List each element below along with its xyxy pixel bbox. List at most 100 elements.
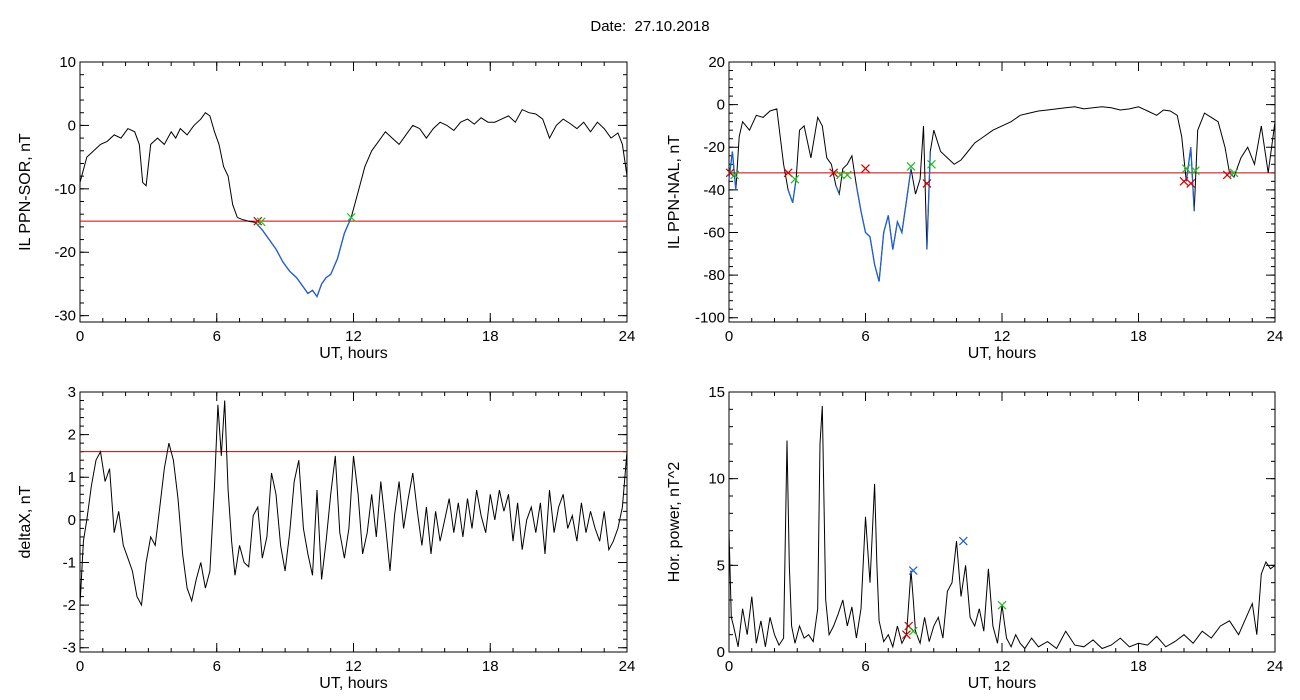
y-tick-label: -80 — [703, 267, 725, 284]
y-tick-label: -30 — [54, 308, 76, 325]
cross-marker — [842, 170, 852, 180]
date-title: Date: 27.10.2018 — [590, 18, 710, 35]
cross-marker-stroke — [842, 170, 852, 180]
chart-panel-il-ppn-nal: 0 6 12 18 24 -100 -80 -60 -40 -20 0 20 UT, hours IL P… — [666, 54, 1283, 362]
data-line — [79, 400, 628, 607]
y-tick-label: 3 — [68, 384, 76, 401]
plot-frame — [728, 391, 1276, 653]
cross-marker — [829, 168, 839, 178]
cross-marker — [1222, 170, 1232, 180]
y-tick-label: 0 — [68, 512, 76, 529]
cross-marker-stroke — [829, 168, 839, 178]
y-tick-label: -10 — [54, 181, 76, 198]
x-tick-label: 18 — [1130, 658, 1147, 675]
x-tick-label: 24 — [1267, 328, 1284, 345]
cross-marker — [1186, 179, 1196, 188]
cross-marker — [790, 174, 800, 184]
cross-marker-stroke — [922, 179, 932, 188]
y-tick-label: -60 — [703, 224, 725, 241]
cross-marker-stroke — [725, 168, 735, 178]
y-tick-label: -2 — [63, 597, 76, 614]
cross-marker — [1190, 166, 1200, 176]
cross-marker — [836, 170, 845, 180]
x-tick-label: 0 — [76, 658, 84, 675]
cross-marker-stroke — [836, 170, 845, 180]
y-tick-label: 15 — [708, 384, 725, 401]
x-axis-label: UT, hours — [968, 345, 1036, 362]
y-axis-label: deltaX, nT — [17, 485, 34, 558]
cross-marker — [730, 170, 740, 180]
y-tick-label: 0 — [717, 97, 725, 114]
highlighted-segment — [926, 151, 931, 250]
y-tick-label: 20 — [708, 54, 725, 71]
y-tick-label: 10 — [708, 471, 725, 488]
cross-marker-stroke — [906, 162, 916, 171]
highlighted-segment — [1185, 147, 1195, 212]
cross-marker — [346, 212, 356, 222]
cross-marker — [922, 179, 932, 188]
x-tick-label: 24 — [1267, 658, 1284, 675]
highlighted-segment — [787, 179, 797, 203]
y-tick-label: -40 — [703, 182, 725, 199]
chart-panel-hor-power: 0 6 12 18 24 0 5 10 15 UT, hours Hor. power, nT^2 — [666, 384, 1283, 692]
cross-marker-stroke — [783, 168, 793, 178]
cross-marker-stroke — [1179, 176, 1189, 186]
cross-marker-stroke — [908, 626, 918, 636]
x-tick-label: 18 — [482, 658, 499, 675]
x-tick-label: 6 — [861, 328, 869, 345]
x-tick-label: 6 — [213, 658, 221, 675]
highlighted-segment — [728, 151, 737, 190]
cross-marker — [1179, 176, 1189, 186]
cross-marker-stroke — [997, 600, 1007, 610]
x-axis-label: UT, hours — [319, 675, 387, 692]
y-tick-label: -20 — [703, 139, 725, 156]
x-tick-label: 12 — [345, 658, 362, 675]
cross-marker-stroke — [256, 217, 266, 227]
x-tick-label: 18 — [1130, 328, 1147, 345]
cross-marker-stroke — [861, 164, 870, 173]
cross-marker-stroke — [1186, 179, 1196, 188]
x-tick-label: 0 — [725, 658, 733, 675]
cross-marker-stroke — [730, 170, 740, 180]
x-axis-label: UT, hours — [968, 675, 1036, 692]
x-tick-label: 6 — [861, 658, 869, 675]
cross-marker-stroke — [790, 174, 800, 184]
cross-marker-stroke — [908, 566, 918, 575]
cross-marker-stroke — [904, 621, 914, 631]
cross-marker — [1181, 164, 1191, 173]
cross-marker-stroke — [902, 630, 911, 640]
cross-marker — [908, 566, 918, 575]
highlighted-segment — [255, 217, 352, 298]
cross-marker-stroke — [927, 159, 936, 169]
cross-marker-stroke — [958, 536, 968, 546]
y-tick-label: 0 — [68, 117, 76, 134]
x-tick-label: 12 — [345, 328, 362, 345]
cross-marker-stroke — [1229, 168, 1239, 178]
y-tick-label: -1 — [63, 554, 76, 571]
cross-marker — [927, 159, 936, 169]
cross-marker — [902, 630, 911, 640]
cross-marker — [908, 626, 918, 636]
cross-marker-stroke — [253, 216, 263, 226]
y-tick-label: 2 — [68, 427, 76, 444]
x-tick-label: 24 — [619, 658, 636, 675]
highlighted-segment — [855, 168, 912, 282]
y-tick-label: 5 — [717, 557, 725, 574]
plot-frame — [79, 391, 628, 653]
y-axis-label: Hor. power, nT^2 — [666, 462, 683, 583]
x-tick-label: 0 — [725, 328, 733, 345]
x-tick-label: 18 — [482, 328, 499, 345]
y-tick-label: -20 — [54, 244, 76, 261]
y-axis-label: IL PPN-NAL, nT — [666, 135, 683, 249]
highlighted-segment — [835, 185, 840, 195]
cross-marker — [1229, 168, 1239, 178]
y-tick-label: -100 — [695, 310, 725, 327]
cross-marker — [997, 600, 1007, 610]
cross-marker-stroke — [1222, 170, 1232, 180]
plot-frame — [79, 61, 628, 323]
data-line — [79, 108, 628, 298]
cross-marker — [861, 164, 870, 173]
cross-marker — [256, 217, 266, 227]
